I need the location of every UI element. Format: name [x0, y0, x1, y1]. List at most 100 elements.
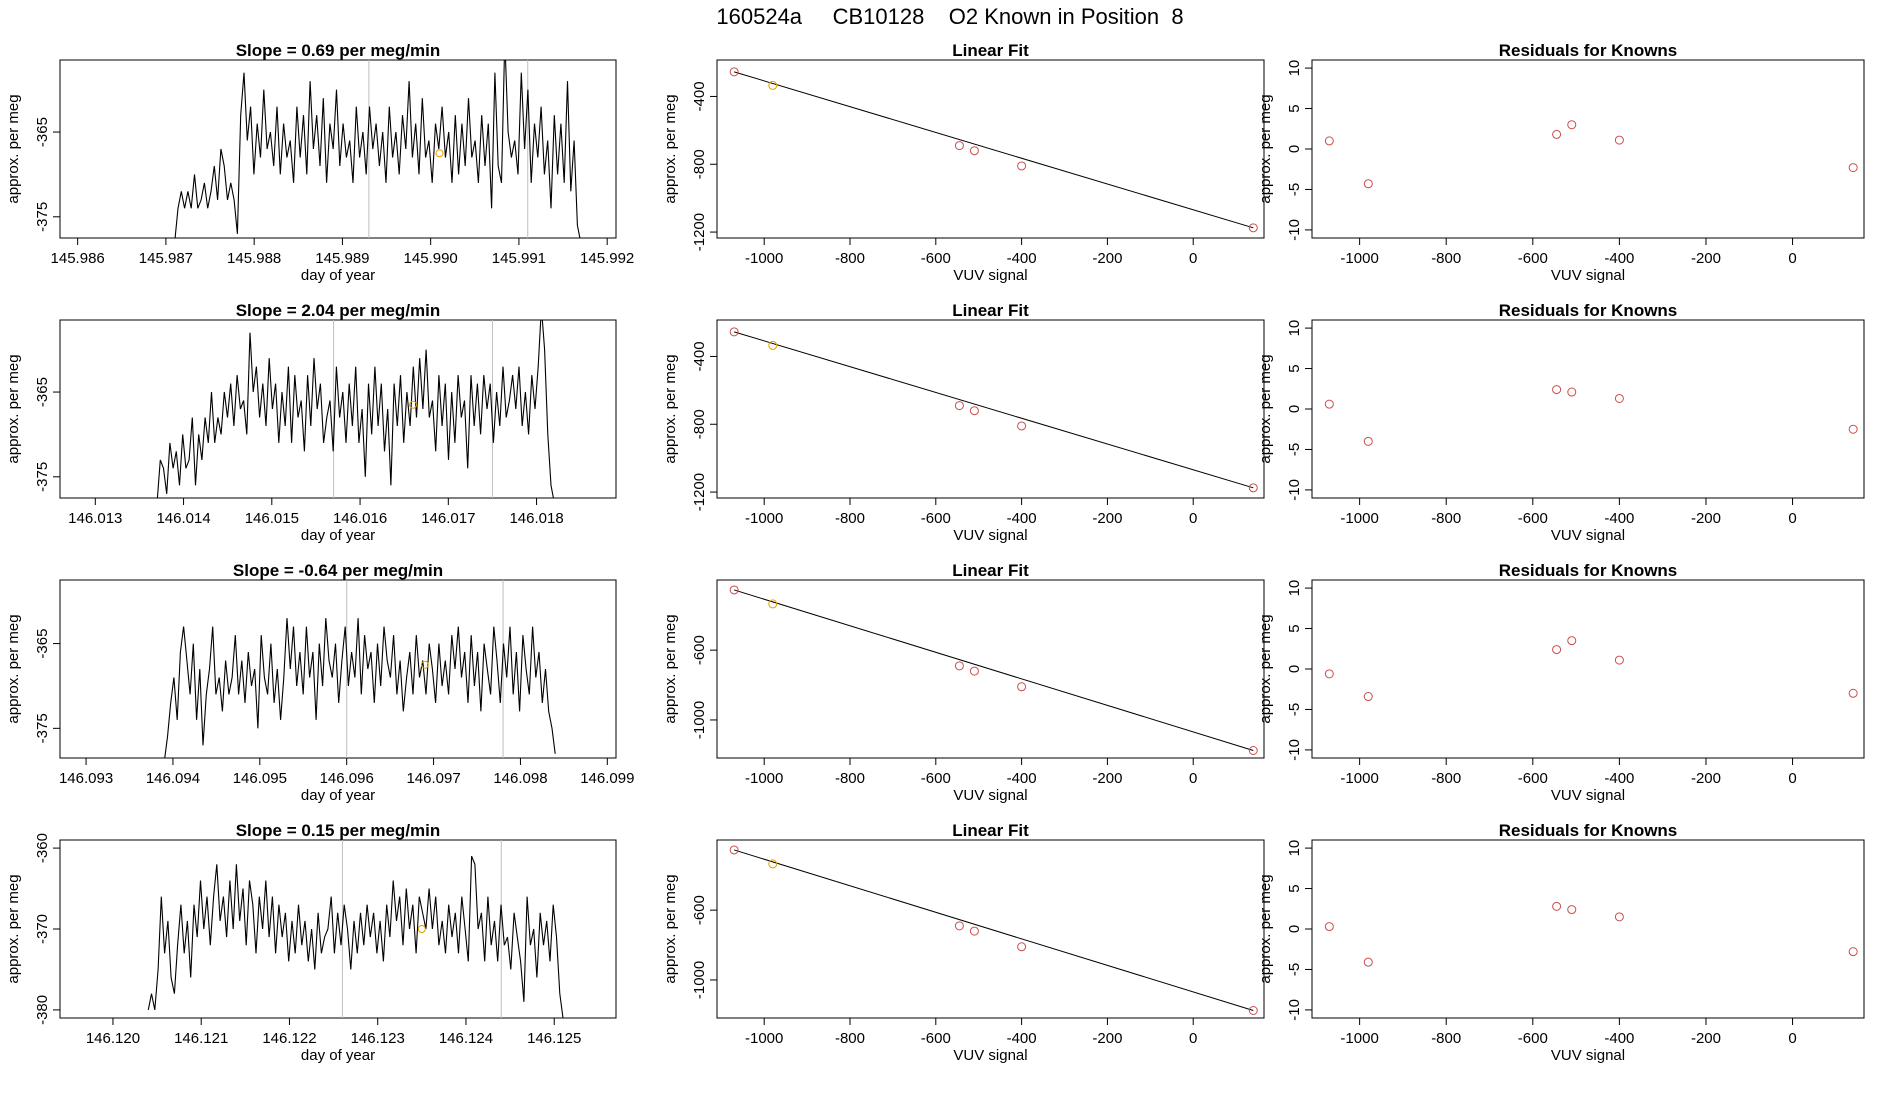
x-tick-label: -800: [1431, 250, 1461, 267]
panel-residuals-row-3: Residuals for Knowns-1000 -800 -600 -400 -20…: [1257, 561, 1865, 804]
data-point: [1017, 942, 1027, 952]
x-tick-label: -1000: [1340, 1030, 1378, 1047]
data-point: [1614, 393, 1624, 403]
series-line: [156, 320, 554, 498]
x-axis-label: VUV signal: [953, 1047, 1027, 1064]
data-point: [1567, 387, 1577, 397]
x-tick-label: -800: [1431, 1030, 1461, 1047]
x-tick-label: 146.125: [527, 1030, 581, 1047]
x-tick-label: -1000: [745, 770, 783, 787]
x-tick-label: -400: [1007, 250, 1037, 267]
highlight-point: [417, 925, 426, 933]
panel-linear-fit-row-3: Linear Fit -1000 -800 -600 -400 -200 0 -1000 -60…: [662, 561, 1265, 804]
plot-frame: [59, 59, 617, 239]
y-tick-label: -10: [1286, 479, 1303, 501]
data-point: [969, 926, 979, 936]
data-point: [1848, 163, 1858, 173]
x-tick-label: 146.094: [146, 770, 200, 787]
panel-residuals-row-4: Residuals for Knowns-1000 -800 -600 -400 -20…: [1257, 821, 1865, 1064]
x-tick-label: -200: [1092, 510, 1122, 527]
panel-timeseries-row-1: Slope = 0.69 per meg/min 145.986 145.987 14…: [5, 41, 634, 284]
x-tick-label: -400: [1007, 770, 1037, 787]
x-tick-label: -200: [1691, 510, 1721, 527]
x-tick-label: -800: [1431, 770, 1461, 787]
x-tick-label: 146.121: [174, 1030, 228, 1047]
data-point: [1848, 424, 1858, 434]
data-point: [954, 661, 964, 671]
plot-frame: [59, 579, 617, 759]
data-point: [1552, 901, 1562, 911]
y-tick-label: -365: [34, 117, 51, 147]
data-point: [729, 845, 739, 855]
data-point: [1567, 120, 1577, 130]
panel-title: Residuals for Knowns: [1499, 561, 1678, 580]
x-tick-label: 146.098: [493, 770, 547, 787]
x-tick-label: -200: [1092, 1030, 1122, 1047]
y-tick-label: -800: [691, 409, 708, 439]
data-point: [1363, 436, 1373, 446]
data-point: [1614, 135, 1624, 145]
y-tick-label: -10: [1286, 739, 1303, 761]
x-tick-label: 146.013: [68, 510, 122, 527]
y-tick-label: -375: [34, 202, 51, 232]
x-tick-label: 146.123: [351, 1030, 405, 1047]
y-axis-label: approx. per meg: [1257, 94, 1274, 203]
data-point: [1614, 655, 1624, 665]
x-tick-label: 146.093: [59, 770, 113, 787]
x-axis-label: VUV signal: [953, 527, 1027, 544]
x-tick-label: 0: [1189, 510, 1197, 527]
data-point: [729, 585, 739, 595]
y-tick-label: -600: [691, 635, 708, 665]
y-tick-label: -1000: [691, 961, 708, 999]
y-tick-label: 5: [1286, 884, 1303, 892]
x-tick-label: -600: [1518, 250, 1548, 267]
y-tick-label: 0: [1286, 925, 1303, 933]
data-point: [1848, 947, 1858, 957]
data-point: [1363, 957, 1373, 967]
x-tick-label: -1000: [1340, 250, 1378, 267]
x-tick-label: -1000: [745, 510, 783, 527]
highlight-point: [768, 340, 778, 350]
y-axis-label: approx. per meg: [5, 614, 22, 723]
x-tick-label: 0: [1788, 770, 1796, 787]
x-axis-label: VUV signal: [1551, 267, 1625, 284]
y-tick-label: -400: [691, 81, 708, 111]
x-tick-label: -200: [1691, 250, 1721, 267]
x-tick-label: -1000: [1340, 770, 1378, 787]
y-tick-label: 10: [1286, 840, 1303, 857]
y-tick-label: -10: [1286, 999, 1303, 1021]
data-point: [1552, 645, 1562, 655]
panel-residuals-row-1: Residuals for Knowns-1000 -800 -600 -400 -20…: [1257, 41, 1865, 284]
x-tick-label: -400: [1604, 250, 1634, 267]
y-tick-label: -365: [34, 377, 51, 407]
panel-title: Linear Fit: [952, 561, 1029, 580]
x-tick-label: -1000: [1340, 510, 1378, 527]
x-axis-label: VUV signal: [1551, 1047, 1625, 1064]
y-tick-label: -1200: [691, 473, 708, 511]
y-tick-label: -380: [34, 995, 51, 1025]
x-tick-label: 0: [1788, 510, 1796, 527]
data-point: [1567, 636, 1577, 646]
x-tick-label: 146.120: [86, 1030, 140, 1047]
y-axis-label: approx. per meg: [662, 94, 679, 203]
x-tick-label: 0: [1788, 1030, 1796, 1047]
plot-frame: [716, 59, 1265, 239]
x-tick-label: 0: [1189, 250, 1197, 267]
y-tick-label: 5: [1286, 364, 1303, 372]
data-point: [729, 67, 739, 77]
y-tick-label: 10: [1286, 580, 1303, 597]
x-axis-label: day of year: [301, 267, 375, 284]
y-axis-label: approx. per meg: [662, 874, 679, 983]
highlight-point: [768, 599, 778, 609]
fit-line: [734, 589, 1254, 751]
panel-timeseries-row-2: Slope = 2.04 per meg/min 146.013 146.014 14…: [5, 301, 617, 544]
y-axis-label: approx. per meg: [662, 614, 679, 723]
data-point: [1324, 669, 1334, 679]
x-tick-label: -200: [1092, 250, 1122, 267]
plot-frame: [1311, 59, 1865, 239]
y-tick-label: -800: [691, 149, 708, 179]
panel-residuals-row-2: Residuals for Knowns-1000 -800 -600 -400 -20…: [1257, 301, 1865, 544]
x-tick-label: 146.097: [406, 770, 460, 787]
panel-title: Slope = 0.69 per meg/min: [236, 41, 441, 60]
y-axis-label: approx. per meg: [1257, 874, 1274, 983]
